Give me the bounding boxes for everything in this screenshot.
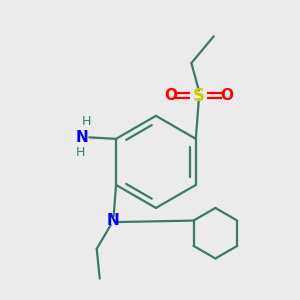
Text: O: O [164,88,177,103]
Text: N: N [76,130,88,145]
Text: N: N [107,213,119,228]
Text: O: O [220,88,234,103]
Text: H: H [82,116,91,128]
Text: S: S [193,87,205,105]
Text: H: H [76,146,85,159]
